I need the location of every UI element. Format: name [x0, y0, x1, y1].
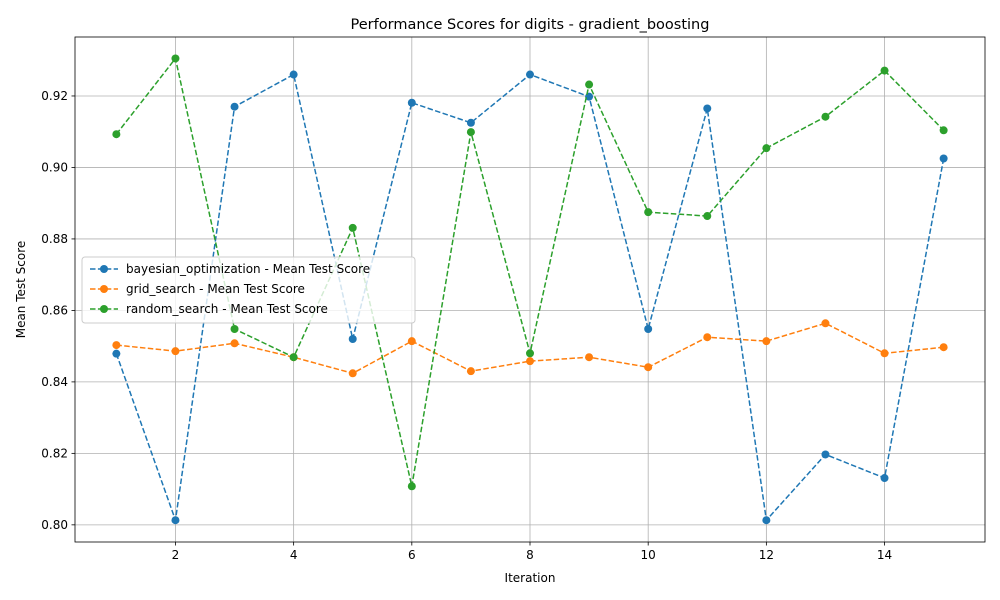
- data-point: [703, 333, 712, 342]
- x-tick-label: 2: [172, 548, 180, 562]
- data-point: [585, 80, 594, 89]
- data-point: [939, 126, 948, 135]
- data-point: [348, 334, 357, 343]
- data-point: [171, 347, 180, 356]
- x-tick-label: 10: [641, 548, 656, 562]
- data-point: [703, 104, 712, 113]
- data-point: [821, 450, 830, 459]
- y-tick-label: 0.86: [41, 303, 68, 317]
- data-point: [289, 70, 298, 79]
- data-point: [526, 349, 534, 358]
- legend-label: grid_search - Mean Test Score: [126, 282, 305, 296]
- x-tick-label: 6: [408, 548, 416, 562]
- y-tick-label: 0.90: [41, 160, 68, 174]
- x-tick-label: 14: [877, 548, 892, 562]
- data-point: [230, 102, 239, 111]
- y-tick-label: 0.84: [41, 375, 68, 389]
- data-point: [880, 349, 889, 358]
- data-point: [407, 337, 416, 346]
- legend-item: random_search - Mean Test Score: [90, 302, 328, 316]
- data-point: [880, 474, 889, 483]
- legend-marker: [100, 265, 108, 273]
- series-layer: [112, 54, 948, 525]
- legend-item: grid_search - Mean Test Score: [90, 282, 305, 296]
- data-point: [821, 112, 830, 121]
- data-point: [880, 66, 889, 75]
- data-point: [112, 349, 121, 358]
- data-point: [762, 516, 771, 525]
- y-tick-label: 0.92: [41, 89, 68, 103]
- data-point: [585, 353, 594, 362]
- data-point: [348, 369, 357, 378]
- data-point: [407, 98, 416, 107]
- series-0: [112, 70, 948, 525]
- y-axis-title: Mean Test Score: [14, 241, 28, 339]
- data-point: [112, 130, 121, 139]
- axis-ticks: 2 4 6 8 10 12 14 0.80 0.82 0.84 0.86 0.88 0.90 0.92: [41, 89, 892, 562]
- y-tick-label: 0.82: [41, 446, 68, 460]
- series-line: [116, 322, 944, 375]
- data-point: [644, 363, 653, 372]
- legend-marker: [100, 305, 108, 313]
- data-point: [348, 223, 357, 232]
- data-point: [939, 343, 948, 352]
- y-tick-label: 0.80: [41, 518, 68, 532]
- legend-label: bayesian_optimization - Mean Test Score: [126, 262, 370, 276]
- data-point: [230, 324, 239, 333]
- data-point: [289, 353, 298, 362]
- series-1: [112, 319, 948, 378]
- data-point: [171, 54, 180, 63]
- data-point: [112, 341, 121, 350]
- data-point: [644, 324, 653, 333]
- legend-marker: [100, 285, 108, 293]
- data-point: [526, 70, 534, 79]
- data-point: [466, 367, 475, 376]
- data-point: [466, 128, 475, 137]
- data-point: [821, 319, 830, 328]
- data-point: [939, 154, 948, 163]
- data-point: [703, 212, 712, 221]
- legend: bayesian_optimization - Mean Test Score g…: [81, 256, 416, 324]
- x-tick-label: 4: [290, 548, 298, 562]
- data-point: [644, 208, 653, 217]
- data-point: [171, 516, 180, 525]
- chart-title: Performance Scores for digits - gradient…: [351, 17, 710, 33]
- data-point: [466, 118, 475, 127]
- legend-label: random_search - Mean Test Score: [126, 302, 328, 316]
- data-point: [230, 339, 239, 348]
- x-tick-label: 8: [526, 548, 534, 562]
- data-point: [762, 144, 771, 153]
- data-point: [526, 357, 534, 366]
- legend-box: [81, 256, 416, 324]
- legend-item: bayesian_optimization - Mean Test Score: [90, 262, 370, 276]
- data-point: [407, 482, 416, 491]
- y-tick-label: 0.88: [41, 232, 68, 246]
- series-2: [112, 54, 948, 491]
- x-axis-title: Iteration: [505, 571, 556, 585]
- data-point: [762, 337, 771, 346]
- x-tick-label: 12: [759, 548, 774, 562]
